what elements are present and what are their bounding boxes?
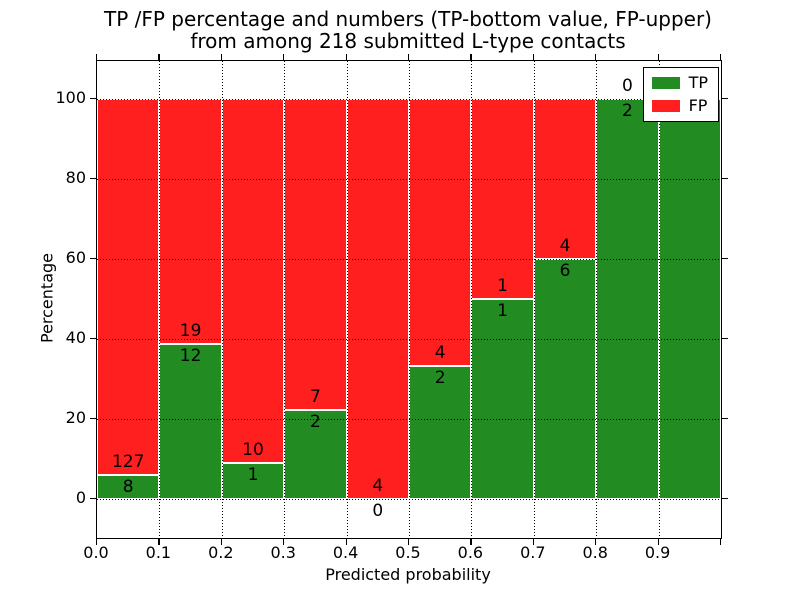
bar-count-label-tp: 2 <box>621 101 633 121</box>
bar-segment-tp <box>409 365 472 499</box>
bar-value-labels-layer: 1278191210172404211460208 <box>97 61 721 538</box>
x-tick-label: 0.2 <box>208 543 234 562</box>
bar-segment-fp <box>409 99 472 366</box>
legend-swatch-fp-icon <box>651 100 680 112</box>
x-tick-label: 0.6 <box>457 543 484 562</box>
y-tick-mark <box>90 338 96 340</box>
chart-title-line2: from among 218 submitted L-type contacts <box>190 29 626 54</box>
bar-count-label-fp: 4 <box>559 236 571 256</box>
x-tick-mark <box>96 539 98 545</box>
x-tick-mark <box>220 539 223 545</box>
y-tick-label: 20 <box>65 408 86 427</box>
y-tick-mark-right <box>722 178 728 180</box>
x-tick-mark-top <box>408 54 410 60</box>
bar-count-label-tp: 2 <box>434 367 446 388</box>
bar-count-label-tp: 8 <box>122 477 134 498</box>
x-tick-mark <box>657 539 659 545</box>
x-tick-mark-top <box>220 54 223 60</box>
bar-count-label-fp: 127 <box>111 452 145 473</box>
x-tick-mark-top <box>345 54 347 60</box>
y-tick-mark <box>90 258 96 260</box>
bar-count-label-tp: 12 <box>179 346 202 367</box>
x-tick-mark-top <box>720 54 722 60</box>
bar-count-label-fp: 0 <box>621 76 633 96</box>
y-tick-mark-right <box>722 98 728 100</box>
x-tick-mark-top <box>657 54 659 60</box>
x-tick-mark-top <box>532 54 535 60</box>
x-tick-mark-top <box>283 54 285 60</box>
chart-title: TP /FP percentage and numbers (TP-bottom… <box>96 8 720 53</box>
y-tick-mark <box>90 178 96 180</box>
x-tick-label: 0.9 <box>644 543 671 562</box>
x-tick-label: 0.8 <box>582 543 608 562</box>
y-tick-mark <box>90 98 96 100</box>
bar-segment-fp <box>284 99 347 411</box>
x-tick-label: 0.5 <box>395 543 421 562</box>
x-tick-mark-top <box>158 54 160 60</box>
bar-count-label-fp: 10 <box>242 439 264 460</box>
x-tick-mark <box>470 539 472 545</box>
legend-label-tp: TP <box>688 73 708 92</box>
bar-count-label-fp: 4 <box>434 342 446 363</box>
bar-count-label-tp: 1 <box>497 301 509 321</box>
bar-count-label-tp: 2 <box>309 412 321 433</box>
bar-segment-fp <box>97 99 160 476</box>
y-tick-mark <box>90 418 96 420</box>
x-tick-mark <box>720 539 722 545</box>
x-tick-label: 0.7 <box>520 543 546 562</box>
y-tick-label: 60 <box>65 248 86 267</box>
x-tick-mark <box>595 539 597 545</box>
legend-label-fp: FP <box>688 96 708 115</box>
bar-segment-fp <box>471 99 534 299</box>
y-tick-mark-right <box>722 258 728 260</box>
x-tick-mark-top <box>470 54 472 60</box>
bar-count-label-tp: 0 <box>372 501 384 521</box>
y-tick-label: 0 <box>75 488 86 507</box>
x-tick-label: 0.4 <box>332 543 359 562</box>
x-tick-mark <box>283 539 285 545</box>
legend-item-fp: FP <box>651 96 708 115</box>
y-tick-mark <box>90 498 96 500</box>
y-tick-mark-right <box>722 338 728 340</box>
bar-count-label-fp: 4 <box>372 476 384 496</box>
x-tick-label: 0.1 <box>145 543 172 562</box>
x-tick-mark <box>532 539 535 545</box>
bar-count-label-fp: 19 <box>179 321 202 342</box>
y-tick-label: 80 <box>65 168 86 187</box>
bars-layer <box>97 61 721 538</box>
bar-segment-tp <box>97 475 160 499</box>
y-tick-label: 40 <box>65 328 86 347</box>
legend-item-tp: TP <box>651 73 708 92</box>
y-tick-mark-right <box>722 418 728 420</box>
bar-segment-fp <box>159 99 222 345</box>
bar-segment-tp <box>159 344 222 499</box>
y-tick-mark-right <box>722 498 728 500</box>
x-tick-label: 0.3 <box>270 543 296 562</box>
x-axis-label: Predicted probability <box>325 565 491 584</box>
bar-segment-tp <box>596 99 659 499</box>
bar-count-label-tp: 1 <box>247 464 259 485</box>
legend-swatch-tp-icon <box>651 77 680 89</box>
bar-count-label-tp: 6 <box>559 261 571 281</box>
x-tick-mark-top <box>595 54 597 60</box>
x-tick-mark <box>345 539 347 545</box>
chart-title-line1: TP /FP percentage and numbers (TP-bottom… <box>104 7 712 31</box>
x-tick-mark <box>158 539 160 545</box>
legend: TP FP <box>642 67 719 122</box>
plot-area: 1278191210172404211460208 TP FP <box>96 60 722 539</box>
bar-count-label-fp: 7 <box>309 387 321 408</box>
bar-count-label-fp: 1 <box>497 276 509 296</box>
x-tick-label: 0.0 <box>83 543 109 562</box>
x-tick-mark <box>408 539 410 545</box>
y-tick-label: 100 <box>55 88 86 107</box>
x-tick-mark-top <box>96 54 98 60</box>
